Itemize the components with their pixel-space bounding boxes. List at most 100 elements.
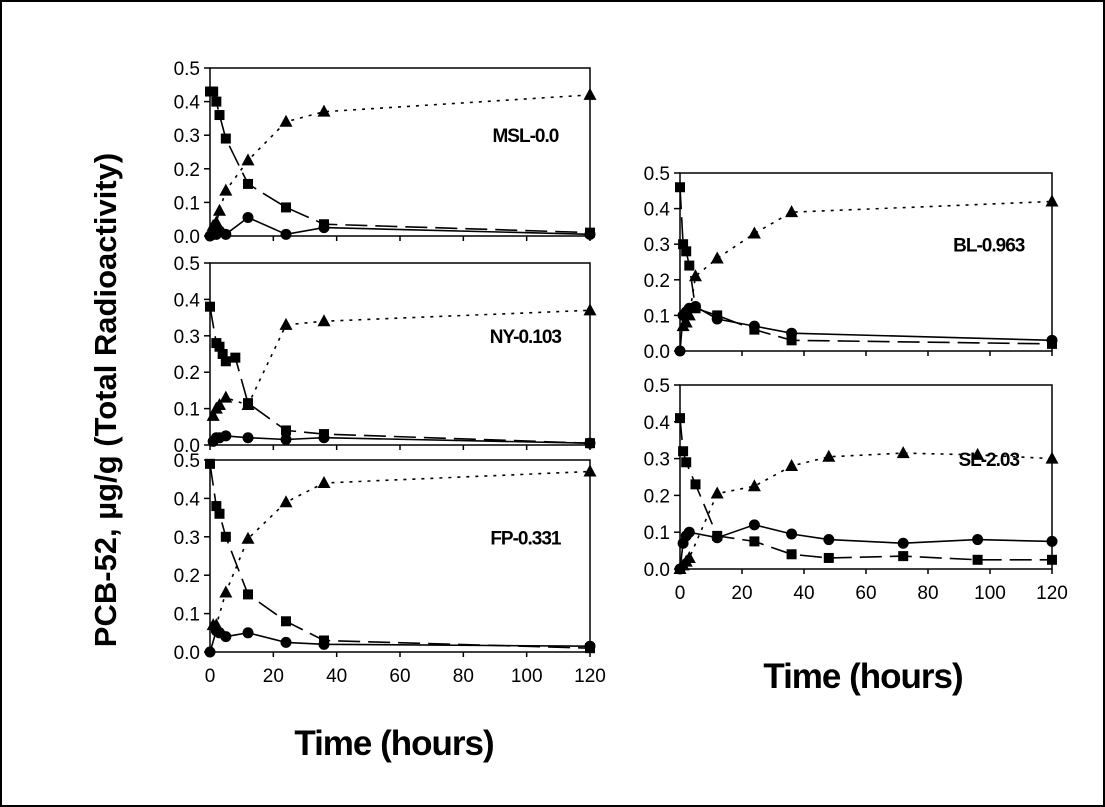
y-tick-label: 0.3: [644, 235, 670, 256]
data-point-square: [678, 239, 689, 250]
y-tick-label: 0.1: [174, 605, 200, 626]
series-line-square: [679, 418, 1052, 561]
y-tick-label: 0.2: [174, 160, 200, 181]
data-point-square: [211, 96, 222, 107]
y-tick-label: 0.1: [644, 306, 670, 327]
plot-frame: [209, 459, 591, 653]
data-point-square: [281, 616, 291, 627]
data-point-triangle: [583, 303, 597, 316]
data-point-triangle: [209, 215, 223, 228]
data-point-triangle: [785, 205, 799, 218]
data-point-square: [281, 202, 291, 213]
data-point-square: [230, 352, 241, 363]
data-point-square: [1047, 554, 1057, 565]
plot-frame: [209, 67, 591, 237]
x-tick-label: 40: [326, 666, 347, 687]
data-point-circle: [823, 534, 835, 546]
data-point-triangle: [219, 183, 233, 196]
data-point-square: [208, 86, 219, 97]
y-tick-label: 0.1: [174, 193, 200, 214]
data-point-circle: [204, 646, 216, 658]
y-tick-label: 0.0: [174, 643, 200, 664]
data-point-circle: [972, 534, 984, 546]
series-line-circle: [209, 629, 591, 653]
chart-panel: 0.0 0.1 0.2 0.3 0.4 0.5 0 20 40 60 80 100 120 SL-2.03: [644, 376, 1068, 604]
data-point-square: [681, 457, 692, 468]
x-tick-label: 20: [731, 583, 752, 604]
data-point-triangle: [710, 251, 724, 264]
data-point-square: [972, 554, 983, 565]
data-point-square: [217, 349, 228, 359]
data-point-triangle: [971, 447, 985, 460]
data-point-square: [675, 413, 685, 424]
x-tick-label: 80: [917, 583, 938, 604]
y-tick-label: 0.1: [644, 523, 670, 544]
data-point-square: [243, 178, 253, 189]
data-point-square: [823, 552, 834, 563]
data-point-triangle: [583, 464, 597, 477]
data-point-square: [205, 301, 215, 312]
data-point-square: [214, 110, 225, 121]
y-tick-label: 0.2: [644, 271, 670, 292]
data-point-circle: [242, 432, 254, 444]
series-line-circle: [679, 523, 1053, 570]
y-tick-label: 0.2: [174, 566, 200, 587]
y-tick-label: 0.3: [174, 327, 200, 348]
panel-label: FP-0.331: [490, 528, 562, 549]
x-axis-title-right: Time (hours): [763, 657, 962, 696]
y-tick-label: 0.3: [174, 126, 200, 147]
y-tick-label: 0.4: [174, 93, 201, 114]
chart-panel: 0.0 0.1 0.2 0.3 0.4 0.5 NY-0.103: [174, 254, 597, 457]
data-point-triangle: [206, 408, 220, 421]
data-point-circle: [1046, 535, 1058, 547]
data-point-circle: [584, 437, 596, 449]
data-point-triangle: [317, 104, 331, 117]
data-point-triangle: [317, 476, 331, 489]
y-tick-label: 0.5: [174, 451, 200, 472]
data-point-circle: [786, 528, 798, 540]
data-point-square: [786, 335, 797, 346]
y-tick-label: 0.1: [174, 400, 200, 421]
data-point-circle: [786, 327, 798, 339]
data-point-circle: [690, 301, 701, 312]
y-tick-label: 0.5: [644, 164, 670, 185]
y-tick-label: 0.0: [644, 342, 670, 363]
data-point-triangle: [219, 585, 233, 598]
data-point-triangle: [822, 449, 836, 462]
y-tick-label: 0.5: [174, 59, 200, 80]
series-line-square: [210, 90, 591, 234]
data-point-triangle: [279, 114, 293, 127]
data-point-square: [281, 425, 291, 436]
x-tick-label: 120: [1036, 583, 1068, 604]
data-point-square: [684, 260, 695, 271]
data-point-circle: [242, 212, 254, 224]
data-point-square: [214, 508, 225, 519]
x-axis-title-left: Time (hours): [294, 724, 493, 763]
chart-panel: 0.0 0.1 0.2 0.3 0.4 0.5 0 20 40 60 80 100 120 FP-0.33…: [174, 451, 606, 687]
data-point-triangle: [279, 317, 293, 330]
series-line-circle: [679, 305, 1053, 352]
series-line-circle: [209, 216, 591, 237]
data-point-square: [749, 536, 760, 547]
data-point-circle: [748, 320, 760, 332]
data-point-triangle: [785, 458, 799, 471]
y-tick-label: 0.0: [174, 436, 200, 457]
x-tick-label: 40: [793, 583, 814, 604]
data-point-square: [220, 133, 231, 144]
data-point-triangle: [689, 269, 702, 282]
data-point-triangle: [219, 390, 233, 403]
data-point-circle: [280, 434, 292, 446]
data-point-circle: [897, 537, 909, 549]
data-point-square: [675, 182, 685, 193]
y-tick-label: 0.3: [644, 450, 670, 471]
data-point-circle: [280, 228, 292, 240]
plot-frame: [679, 172, 1053, 352]
data-point-circle: [748, 519, 760, 531]
data-point-circle: [318, 432, 330, 444]
y-tick-label: 0.2: [644, 486, 670, 507]
data-point-square: [690, 479, 701, 490]
data-point-triangle: [710, 486, 724, 499]
y-tick-label: 0.4: [644, 413, 671, 434]
